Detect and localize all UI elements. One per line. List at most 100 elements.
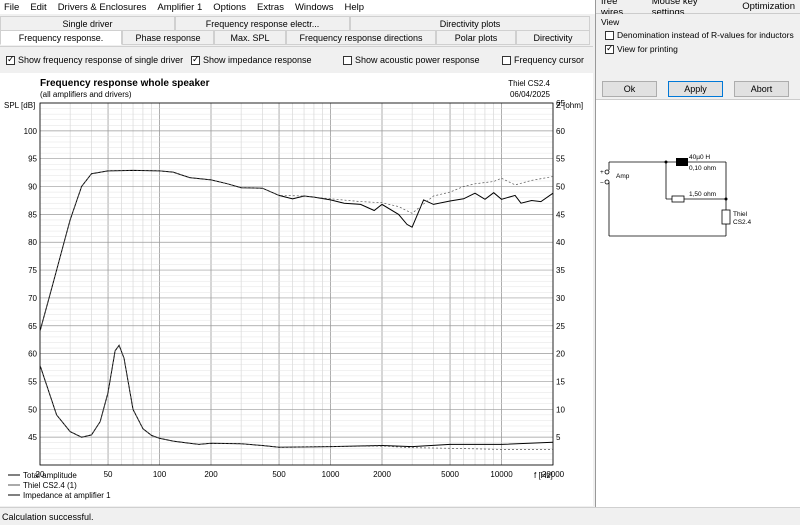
tab-phase-response[interactable]: Phase response <box>122 30 214 45</box>
amp-minus-sign: − <box>600 180 604 187</box>
tab-single-driver[interactable]: Single driver <box>0 16 175 31</box>
x-tick-label: 10000 <box>490 470 513 479</box>
x-tick-label: 500 <box>272 470 286 479</box>
checkbox-label: Denomination instead of R-values for ind… <box>617 30 794 40</box>
frequency-cursor-checkbox[interactable]: Frequency cursor <box>502 55 584 65</box>
menu-options[interactable]: Options <box>213 1 247 13</box>
right-panel: free wires Mouse key settings Optimizati… <box>595 0 800 507</box>
x-tick-label: 200 <box>204 470 218 479</box>
menu-edit[interactable]: Edit <box>30 1 47 13</box>
y-right-label: Z [ohm] <box>556 101 583 110</box>
amp-plus-sign: + <box>600 169 604 176</box>
ok-button[interactable]: Ok <box>602 81 657 97</box>
menu-extras[interactable]: Extras <box>257 1 284 13</box>
checkbox-icon <box>6 54 15 65</box>
tab-frequency-response[interactable]: Frequency response. <box>0 30 122 45</box>
crossover-schematic[interactable]: + − Amp 40µ0 H 0,10 ohm 1,50 ohm Thiel C… <box>596 150 800 250</box>
checkbox-icon <box>605 43 614 54</box>
y-right-tick-label: 20 <box>556 350 565 359</box>
frequency-response-chart[interactable]: 20 50 100 200 500 1000 2000 5000 10000 20000 45 50 5… <box>0 73 593 506</box>
resistor-value: 1,50 ohm <box>689 191 716 198</box>
inductor-icon[interactable] <box>676 158 688 166</box>
status-bar: Calculation successful. <box>0 507 800 525</box>
checkbox-label: Show impedance response <box>203 55 312 65</box>
checkbox-label: Show frequency response of single driver <box>18 55 184 65</box>
tab-frequency-response-directions[interactable]: Frequency response directions <box>286 30 436 45</box>
y-left-tick-label: 50 <box>28 405 37 414</box>
speaker-icon[interactable] <box>721 209 731 225</box>
options-bar: Show frequency response of single driver… <box>0 46 593 72</box>
legend-label: Impedance at amplifier 1 <box>23 491 111 500</box>
y-right-tick-label: 10 <box>556 405 565 414</box>
y-right-tick-label: 15 <box>556 377 565 386</box>
checkbox-label: Show acoustic power response <box>355 55 480 65</box>
resistor-icon[interactable] <box>671 195 685 203</box>
series-line-1 <box>39 170 554 332</box>
denomination-checkbox[interactable]: Denomination instead of R-values for ind… <box>605 30 794 40</box>
y-right-tick-label: 45 <box>556 210 565 219</box>
tab-optimization[interactable]: Optimization <box>742 1 795 12</box>
tab-free-wires[interactable]: free wires <box>601 0 624 18</box>
y-right-tick-label: 30 <box>556 294 565 303</box>
legend-label: Total amplitude <box>23 471 77 480</box>
speaker-label-2: CS2.4 <box>733 219 751 226</box>
show-single-driver-checkbox[interactable]: Show frequency response of single driver <box>6 54 184 65</box>
menu-bar: File Edit Drivers & Enclosures Amplifier… <box>0 0 595 14</box>
checkbox-icon <box>502 55 511 65</box>
checkbox-icon <box>343 55 352 65</box>
menu-file[interactable]: File <box>4 1 20 13</box>
tab-mouse-key-settings[interactable]: Mouse key settings <box>651 0 698 18</box>
view-group-label: View <box>601 17 620 27</box>
tab-polar-plots[interactable]: Polar plots <box>436 30 516 45</box>
checkbox-label: View for printing <box>617 44 678 54</box>
speaker-label-1: Thiel <box>733 211 748 218</box>
x-tick-label: 2000 <box>373 470 391 479</box>
status-text: Calculation successful. <box>2 511 94 522</box>
y-right-tick-label: 65 <box>556 99 565 108</box>
y-right-tick-label: 55 <box>556 155 565 164</box>
y-right-tick-label: 40 <box>556 238 565 247</box>
tab-frequency-response-electrical[interactable]: Frequency response electr... <box>175 16 350 31</box>
tab-row-2: Frequency response. Phase response Max. … <box>0 30 590 45</box>
y-left-tick-label: 45 <box>28 433 37 442</box>
show-impedance-checkbox[interactable]: Show impedance response <box>191 54 312 65</box>
amp-label: Amp <box>616 173 630 180</box>
menu-amplifier-1[interactable]: Amplifier 1 <box>157 1 203 13</box>
y-right-tick-label: 50 <box>556 183 565 192</box>
x-tick-label: 20 <box>36 470 45 479</box>
menu-windows[interactable]: Windows <box>294 1 334 13</box>
series-line-0 <box>39 169 554 332</box>
show-acoustic-power-checkbox[interactable]: Show acoustic power response <box>343 55 480 65</box>
x-tick-label: 1000 <box>322 470 340 479</box>
chart-series <box>39 169 554 450</box>
x-axis-label: f [Hz] <box>534 471 553 480</box>
chart-title: Frequency response whole speaker <box>40 78 210 89</box>
x-tick-label: 20000 <box>542 470 565 479</box>
amp-terminal-minus <box>604 179 610 185</box>
y-left-tick-label: 75 <box>28 266 37 275</box>
series-line-3 <box>39 344 553 450</box>
amp-terminal-plus <box>604 169 610 175</box>
inductor-resistance: 0,10 ohm <box>689 165 716 172</box>
right-panel-tabs: free wires Mouse key settings Optimizati… <box>596 0 800 18</box>
y-left-tick-label: 65 <box>28 322 37 331</box>
apply-button[interactable]: Apply <box>668 81 723 97</box>
y-right-tick-label: 35 <box>556 266 565 275</box>
checkbox-icon <box>605 30 614 40</box>
y-left-tick-label: 100 <box>24 127 38 136</box>
tab-max-spl[interactable]: Max. SPL <box>214 30 286 45</box>
view-for-printing-checkbox[interactable]: View for printing <box>605 43 678 54</box>
menu-help[interactable]: Help <box>344 1 365 13</box>
checkbox-icon <box>191 54 200 65</box>
x-tick-label: 50 <box>104 470 113 479</box>
y-left-tick-label: 80 <box>28 238 37 247</box>
tab-directivity[interactable]: Directivity <box>516 30 590 45</box>
chart-speaker-name: Thiel CS2.4 <box>508 79 550 88</box>
tab-row-1: Single driver Frequency response electr.… <box>0 16 590 31</box>
menu-drivers-enclosures[interactable]: Drivers & Enclosures <box>57 1 147 13</box>
abort-button[interactable]: Abort <box>734 81 789 97</box>
tab-directivity-plots[interactable]: Directivity plots <box>350 16 590 31</box>
legend-label: Thiel CS2.4 (1) <box>23 481 77 490</box>
x-tick-label: 5000 <box>441 470 459 479</box>
series-line-2 <box>39 344 554 448</box>
